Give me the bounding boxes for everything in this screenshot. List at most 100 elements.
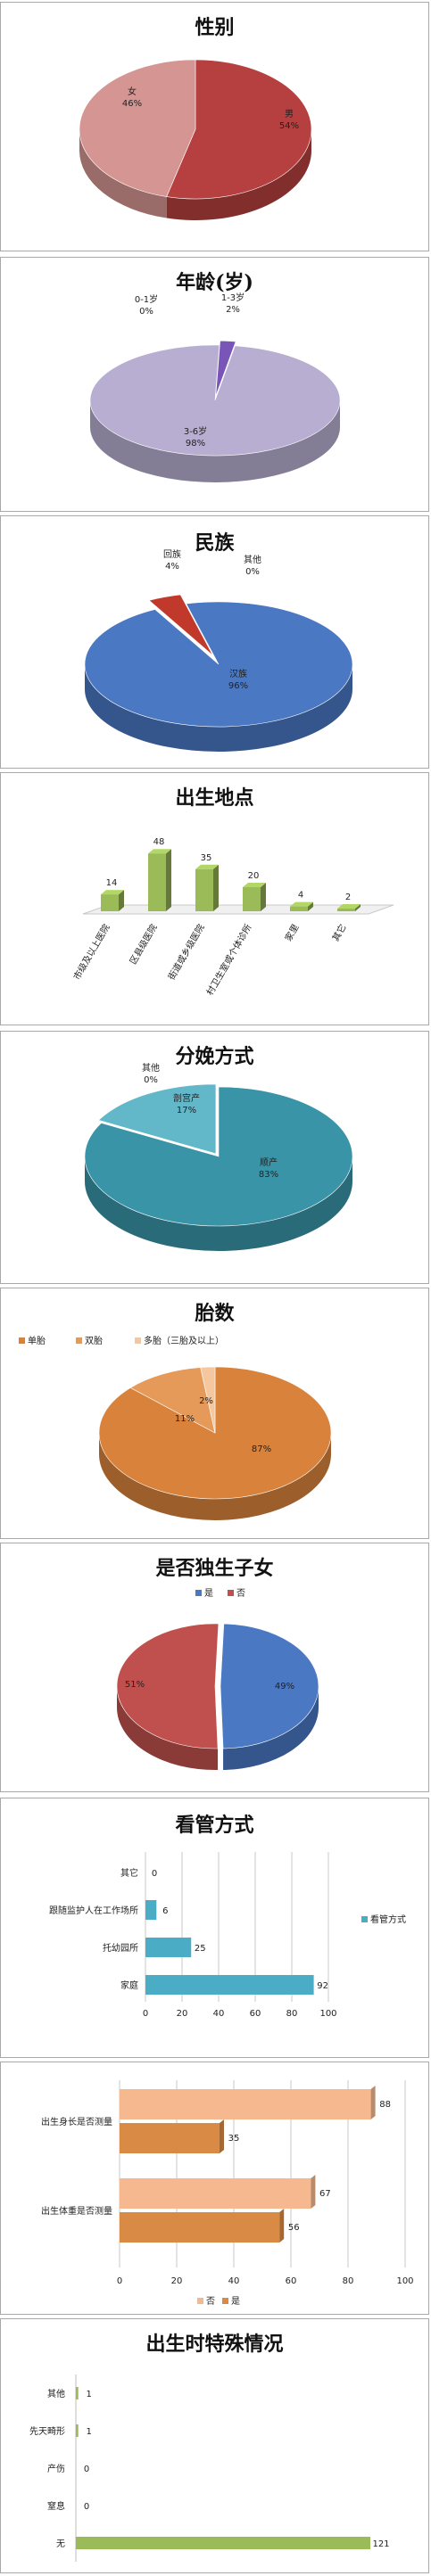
legend-swatch (195, 1590, 202, 1596)
slice-value-label: 98% (186, 439, 205, 449)
slice-category-label: 其他 (244, 554, 261, 565)
pie-slice-side (79, 129, 167, 218)
bar (120, 2123, 220, 2153)
legend-label: 多胎（三胎及以上） (144, 1335, 224, 1346)
pie-chart: 49% 51% 是 否 (116, 1588, 319, 1770)
bar-top (101, 890, 124, 895)
bar-value-label: 20 (248, 871, 260, 881)
y-tick-label: 其他 (47, 2388, 65, 2399)
pie-slice (166, 59, 312, 200)
legend-label: 看管方式 (370, 1913, 406, 1925)
slice-value-label: 0% (245, 567, 260, 577)
bar-value-label: 0 (84, 2465, 89, 2474)
slice-value-label: 49% (275, 1682, 294, 1691)
slice-value-label: 2% (226, 305, 240, 315)
chart-title: 性别 (195, 16, 235, 39)
bar (290, 906, 308, 911)
chart-age: 年龄(岁) 0-1岁 0% 1-3岁 2% 3-6岁 98% (0, 257, 429, 512)
y-tick-label: 家庭 (120, 1979, 138, 1991)
chart-care: 看管方式 0 20 40 60 80 100 其它 0 跟随监护人在工作场所 6 托幼园所 25 家庭 9… (0, 1798, 429, 2058)
x-tick-label: 40 (228, 2276, 240, 2286)
slice-category-label: 3-6岁 (184, 425, 207, 437)
bar-value-label: 25 (195, 1944, 206, 1954)
x-tick-label: 40 (213, 2009, 225, 2019)
pie-slice-side (99, 1433, 331, 1520)
slice-value-label: 83% (259, 1170, 278, 1180)
bar-value-label: 92 (317, 1981, 328, 1991)
pie-slice (97, 1083, 217, 1155)
bar-side (213, 864, 219, 911)
slice-value-label: 87% (252, 1444, 271, 1454)
bar-top (148, 849, 171, 854)
y-tick-label: 其它 (120, 1867, 138, 1879)
pie-slice (116, 1623, 220, 1749)
slice-value-label: 51% (125, 1680, 145, 1690)
legend-label: 否 (206, 2296, 215, 2307)
bar-side (370, 2086, 376, 2119)
pie-slice (200, 1366, 216, 1434)
bar (101, 894, 119, 911)
x-tick-label: 街道或乡级医院 (165, 922, 206, 982)
bar-value-label: 2 (345, 893, 351, 902)
pie-slice-side (90, 400, 340, 482)
y-tick-label: 出生体重是否测量 (41, 2205, 112, 2217)
chart-ethnicity: 民族 汉族 96% 回族 4% 其他 0% (0, 515, 429, 769)
bar-side (355, 904, 361, 911)
bar-value-label: 4 (298, 891, 303, 901)
x-tick-label: 家里 (282, 922, 301, 943)
chart-onlychild: 是否独生子女 49% 51% 是 否 (0, 1543, 429, 1792)
chart-title: 民族 (195, 531, 235, 555)
bar-value-label: 88 (379, 2100, 391, 2110)
chart-title: 胎数 (195, 1302, 235, 1325)
chart-birthplace: 出生地点 14 市级及以上医院 48 区县级医院 35 街道或乡级医院 20 村卫生室或个体诊… (0, 772, 429, 1025)
pie-chart: 0-1岁 0% 1-3岁 2% 3-6岁 98% (89, 292, 341, 482)
slice-value-label: 11% (175, 1414, 195, 1424)
x-tick-label: 80 (343, 2276, 354, 2286)
slice-category-label: 汉族 (229, 668, 247, 679)
slice-category-label: 剖宫产 (173, 1092, 200, 1104)
bar-value-label: 56 (288, 2223, 300, 2233)
pie-slice-side (85, 1156, 352, 1251)
bar-value-label: 35 (228, 2134, 240, 2144)
pie-slice (84, 1086, 353, 1227)
slice-category-label: 女 (128, 86, 137, 97)
slice-value-label: 46% (122, 99, 142, 109)
x-tick-label: 0 (117, 2276, 122, 2286)
bar-side (279, 2209, 285, 2243)
bar (76, 2537, 370, 2549)
slice-category-label: 1-3岁 (221, 292, 245, 303)
legend-label: 是 (231, 2296, 240, 2307)
bar-side (220, 2119, 224, 2153)
bar (76, 2424, 79, 2437)
y-tick-label: 托幼园所 (103, 1942, 138, 1954)
bar-top (290, 901, 313, 907)
chart-gender: 性别 男 54% 女 46% (0, 2, 429, 251)
legend-swatch (135, 1337, 141, 1344)
bar (195, 868, 213, 911)
x-tick-label: 其它 (329, 922, 348, 943)
y-tick-label: 无 (56, 2539, 65, 2549)
bar (120, 2212, 280, 2243)
bar-value-label: 48 (153, 837, 165, 847)
x-tick-label: 市级及以上医院 (70, 922, 112, 982)
legend-label: 单胎 (28, 1335, 46, 1346)
pie-slice (215, 340, 236, 397)
slice-category-label: 男 (285, 109, 294, 119)
x-tick-label: 区县级医院 (127, 922, 159, 967)
chart-title: 年龄(岁) (176, 271, 253, 294)
legend-label: 否 (236, 1588, 245, 1599)
x-tick-label: 20 (177, 2009, 188, 2019)
slice-category-label: 其他 (142, 1062, 160, 1074)
pie-slice (79, 59, 196, 197)
x-tick-label: 0 (143, 2009, 148, 2019)
chart-title: 出生地点 (175, 786, 254, 810)
pie-slice (148, 594, 213, 656)
x-tick-label: 80 (286, 2009, 298, 2019)
x-tick-label: 60 (250, 2009, 261, 2019)
bar-top (337, 904, 361, 909)
bar (145, 1938, 192, 1957)
bar-chart: 其他 1 先天畸形 1 产伤 0 窒息 0 无 121 (29, 2374, 390, 2562)
legend-swatch (76, 1337, 82, 1344)
bar (145, 1900, 157, 1920)
